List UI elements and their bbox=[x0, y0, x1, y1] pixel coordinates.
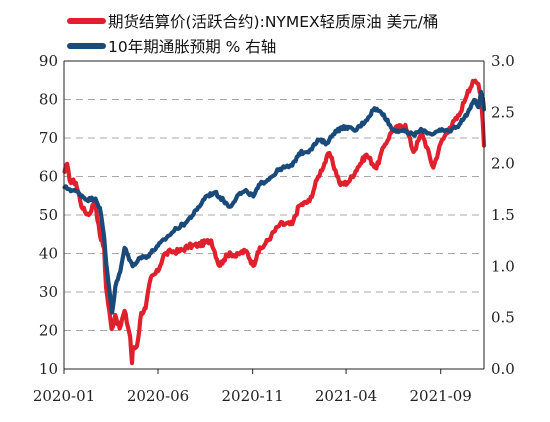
y-left-tick-label: 10 bbox=[39, 360, 58, 378]
y-right-tick-label: 1.0 bbox=[491, 257, 515, 275]
series-line-crude-oil bbox=[62, 78, 487, 366]
y-left-tick-label: 50 bbox=[39, 206, 58, 224]
y-left-tick-label: 20 bbox=[39, 322, 58, 340]
legend-label-crude: 期货结算价(活跃合约):NYMEX轻质原油 美元/桶 bbox=[108, 12, 438, 31]
y-left-tick-label: 70 bbox=[39, 129, 58, 147]
y-right-tick-label: 0.5 bbox=[491, 309, 515, 327]
y-right-tick-label: 2.5 bbox=[491, 103, 515, 121]
legend-item-inflation: 10年期通胀预期 % 右轴 bbox=[67, 38, 276, 56]
legend: 期货结算价(活跃合约):NYMEX轻质原油 美元/桶 10年期通胀预期 % 右轴 bbox=[67, 12, 438, 56]
y-left-tick-label: 60 bbox=[39, 168, 58, 186]
x-tick-label: 2021-09 bbox=[410, 387, 472, 405]
x-tick-label: 2020-01 bbox=[33, 387, 95, 405]
y-left-tick-label: 30 bbox=[39, 283, 58, 301]
x-tick-label: 2020-06 bbox=[127, 387, 189, 405]
axes bbox=[63, 60, 485, 370]
y-right-tick-label: 3.0 bbox=[491, 52, 515, 70]
y-left-tick-label: 80 bbox=[39, 91, 58, 109]
x-tick-label: 2021-04 bbox=[315, 387, 377, 405]
y-right-tick-label: 2.0 bbox=[491, 155, 515, 173]
series-line-inflation-expectation bbox=[62, 89, 487, 315]
y-right-tick-label: 1.5 bbox=[491, 206, 515, 224]
y-left-tick-label: 90 bbox=[39, 52, 58, 70]
series-layer bbox=[62, 78, 487, 366]
legend-item-crude: 期货结算价(活跃合约):NYMEX轻质原油 美元/桶 bbox=[67, 12, 438, 31]
tick-labels: 10 20 30 40 50 60 70 80 90 0.0 0.5 1.0 1.5 2.0 2.5 3.0 2… bbox=[33, 52, 515, 405]
y-right-tick-label: 0.0 bbox=[491, 360, 515, 378]
gridlines bbox=[64, 60, 484, 331]
y-left-tick-label: 40 bbox=[39, 245, 58, 263]
x-tick-label: 2020-11 bbox=[221, 387, 283, 405]
legend-label-inflation: 10年期通胀预期 % 右轴 bbox=[108, 38, 276, 56]
